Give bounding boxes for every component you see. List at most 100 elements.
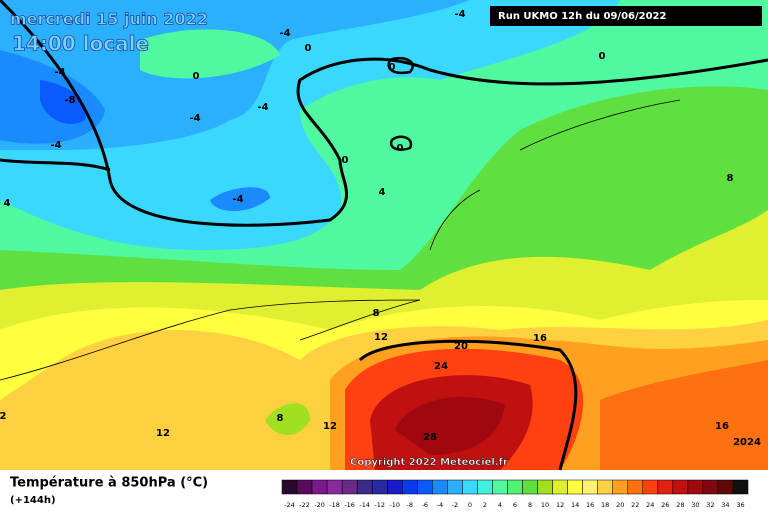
scale-label: 14 [571,501,579,509]
scale-swatch [702,479,719,495]
contour-label: 12 [323,421,337,432]
scale-swatch [642,479,659,495]
scale-swatch [567,479,583,495]
contour-label: 28 [423,432,437,443]
scale-swatch [717,479,734,495]
contour-label: -8 [64,95,75,106]
scale-swatch [732,479,749,495]
scale-swatch [522,479,538,495]
scale-label: 22 [631,501,639,509]
contour-label: 20 [454,341,468,352]
scale-swatch [537,479,553,495]
contour-label: 0 [397,143,404,154]
scale-label: -4 [437,501,443,509]
scale-swatch [356,479,373,495]
color-scale: -24 -22 -20 -18 -16 -14 -12 -10 -8 -6 -4 -2 0 2 4 6 8 10 1… [281,479,749,509]
scale-label: -22 [299,501,310,509]
contour-label: -4 [257,102,268,113]
contour-label: 0 [193,71,200,82]
scale-swatch [371,479,388,495]
contour-label: 24 [434,361,448,372]
scale-swatch [582,479,598,495]
scale-label: 36 [736,501,744,509]
scale-swatch [492,479,508,495]
scale-swatch [552,479,568,495]
contour-label: 0 [305,43,312,54]
copyright: Copyright 2022 Meteociel.fr [350,457,508,468]
contour-label: -4 [189,113,200,124]
contour-label: 0 [599,51,606,62]
contour-label: 16 [715,421,729,432]
contour-label: 2024 [733,437,761,448]
scale-label: -16 [344,501,355,509]
lead-time: (+144h) [10,495,56,506]
scale-label: -14 [359,501,370,509]
scale-label: -10 [389,501,400,509]
scale-label: 26 [661,501,669,509]
time: 14:00 locale [12,32,149,56]
scale-label: -2 [452,501,458,509]
scale-label: 24 [646,501,654,509]
scale-label: 6 [513,501,517,509]
scale-label: -12 [374,501,385,509]
scale-label: -8 [407,501,413,509]
scale-swatch [507,479,523,495]
scale-label: 18 [601,501,609,509]
contour-label: 8 [727,173,734,184]
scale-swatch [296,479,313,495]
contour-label: 0 [389,62,396,73]
contour-label: -4 [50,140,61,151]
scale-swatch [657,479,674,495]
scale-swatch [432,479,448,495]
contour-label: 2 [0,411,7,422]
scale-label: 8 [528,501,532,509]
scale-label: 34 [721,501,729,509]
scale-swatch [402,479,418,495]
scale-label: 16 [586,501,594,509]
scale-swatch [417,479,433,495]
scale-swatch [386,479,403,495]
scale-label: -18 [329,501,340,509]
scale-label: -6 [422,501,428,509]
legend-title: Température à 850hPa (°C) [10,476,208,491]
scale-swatch [627,479,644,495]
map [0,0,768,471]
contour-label: -4 [454,9,465,20]
run-box [490,6,762,26]
scale-label: -24 [284,501,295,509]
scale-swatch [281,479,298,495]
scale-label: 20 [616,501,624,509]
scale-label: 12 [556,501,564,509]
scale-label: 10 [541,501,549,509]
scale-swatch [447,479,463,495]
date: mercredi 15 juin 2022 [10,10,208,29]
contour-label: -4 [279,28,290,39]
contour-label: 0 [342,155,349,166]
contour-label: 8 [277,413,284,424]
contour-labels: -4 -4 0 0 0 0 -4 -8 -4 -4 -4 0 0 4 -4 4 8 8 12 20 16 24 28 8 12 1… [0,9,761,448]
run: Run UKMO 12h du 09/06/2022 [498,11,667,22]
scale-label: 0 [468,501,472,509]
contour-label: 12 [374,332,388,343]
contour-label: 16 [533,333,547,344]
scale-swatch [341,479,358,495]
scale-label: 30 [691,501,699,509]
scale-label: 2 [483,501,487,509]
contour-label: 8 [373,308,380,319]
contour-label: 4 [379,187,386,198]
scale-swatch [612,479,628,495]
scale-label: 28 [676,501,684,509]
scale-label: -20 [314,501,325,509]
scale-swatch [687,479,704,495]
contour-label: -4 [54,67,65,78]
scale-swatch [597,479,613,495]
scale-swatch [462,479,478,495]
scale-label: 4 [498,501,502,509]
scale-swatch [311,479,328,495]
contour-label: -4 [232,194,243,205]
contour-label: 4 [4,198,11,209]
scale-swatch [326,479,343,495]
scale-swatch [477,479,493,495]
contour-label: 12 [156,428,170,439]
